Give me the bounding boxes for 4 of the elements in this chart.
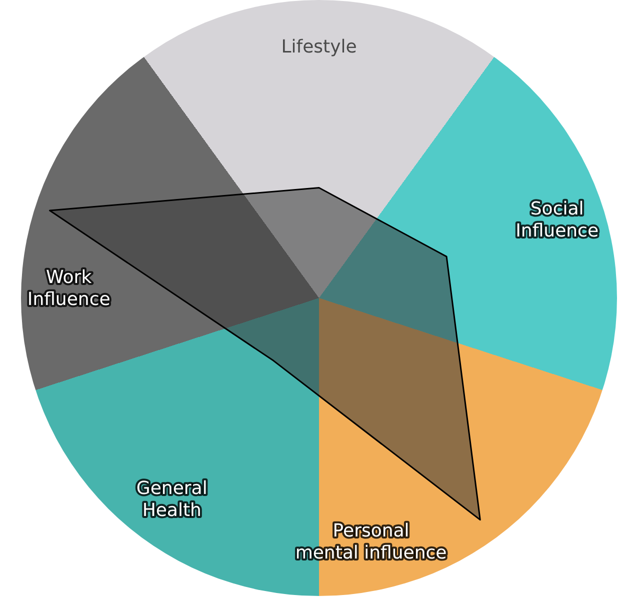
spoke-label: General Health xyxy=(136,478,208,522)
spoke-label: Lifestyle xyxy=(281,36,357,58)
spoke-label: Social Influence xyxy=(516,198,599,242)
spoke-label: Work Influence xyxy=(27,266,110,310)
